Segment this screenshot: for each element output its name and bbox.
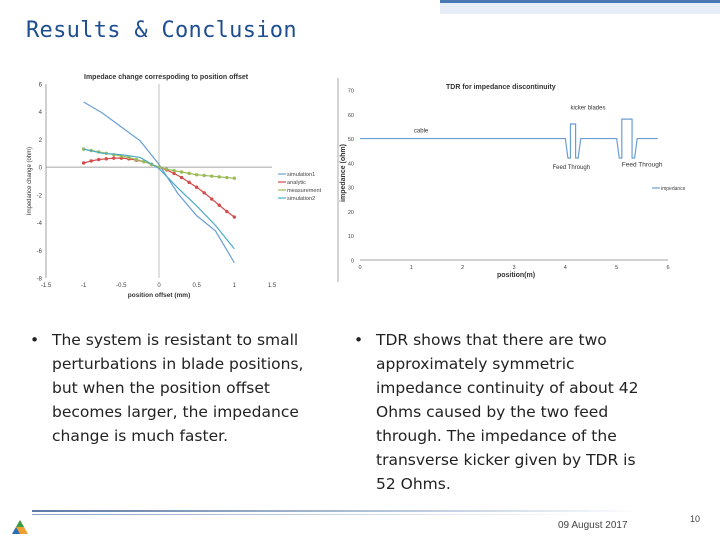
bullet-dot-icon: •: [354, 331, 364, 349]
series-point-measurement: [179, 170, 184, 174]
series-point-analytic: [202, 191, 206, 195]
series-point-measurement: [187, 171, 191, 176]
legend-entry: measurement: [287, 188, 322, 194]
y-tick-label: 4: [39, 110, 43, 116]
footer-divider-thin: [32, 514, 592, 515]
tdr-chart: TDR for impedance discontinuity 70 60 50 40 3…: [336, 78, 688, 282]
series-point-analytic: [194, 185, 199, 189]
chart-title: Impedace change correspoding to position…: [84, 74, 249, 81]
series-point-analytic: [89, 159, 93, 163]
footer-divider: [32, 510, 642, 512]
y-tick-label: 60: [348, 113, 354, 119]
series-point-measurement: [127, 155, 131, 160]
series-point-analytic: [225, 209, 229, 214]
x-tick-label: 3: [512, 265, 515, 271]
slide-top-bar: [440, 0, 720, 14]
series-point-measurement: [202, 173, 206, 178]
x-axis-label: position(m): [497, 272, 535, 279]
legend-entry: simulation1: [287, 172, 315, 178]
x-axis-label: position offset (mm): [128, 292, 190, 299]
x-tick-label: -1: [81, 283, 87, 289]
y-tick-label: 70: [348, 89, 354, 95]
y-tick-label: 30: [348, 186, 354, 192]
x-tick-label: 2: [461, 265, 464, 271]
triangle-logo-icon: [12, 520, 28, 534]
y-tick-label: 2: [39, 138, 43, 144]
x-tick-label: 0: [157, 283, 161, 289]
series-point-analytic: [97, 157, 101, 162]
annotation-feed-through-2: Feed Through: [622, 162, 663, 169]
y-tick-label: 50: [348, 137, 354, 143]
series-line-simulation1: [83, 101, 235, 264]
series-point-analytic: [217, 203, 221, 207]
series-line-simulation2: [83, 148, 235, 250]
y-tick-label: 0: [39, 166, 43, 172]
series-point-analytic: [232, 215, 237, 219]
bullet-text: The system is resistant to small perturb…: [52, 331, 304, 445]
x-tick-label: 0: [358, 265, 361, 271]
x-tick-label: 1: [410, 265, 413, 271]
y-tick-label: -2: [37, 193, 43, 199]
impedance-change-chart-svg: Impedace change correspoding to position…: [27, 74, 322, 299]
x-tick-label: -0.5: [116, 283, 127, 289]
chart-title: TDR for impedance discontinuity: [446, 84, 556, 91]
x-tick-label: -1.5: [41, 283, 52, 289]
series-point-analytic: [210, 197, 214, 201]
annotation-kicker-blades: kicker blades: [570, 105, 605, 111]
series-point-analytic: [81, 161, 86, 165]
legend-entry: impedance: [661, 186, 686, 192]
series-point-measurement: [225, 175, 229, 180]
x-tick-label: 4: [564, 265, 567, 271]
series-point-measurement: [164, 167, 169, 171]
annotation-cable: cable: [414, 129, 429, 135]
legend-entry: analytic: [287, 180, 306, 186]
series-point-analytic: [112, 156, 116, 160]
conclusion-bullet-2: • TDR shows that there are two approxima…: [354, 328, 654, 498]
y-tick-label: 20: [348, 210, 354, 216]
series-point-measurement: [194, 173, 199, 177]
footer-date: 09 August 2017: [558, 520, 628, 531]
y-tick-label: 6: [39, 83, 43, 89]
series-point-measurement: [232, 176, 237, 180]
series-point-analytic: [187, 180, 191, 185]
page-number: 10: [690, 514, 701, 524]
x-tick-label: 5: [615, 265, 618, 271]
y-axis-label: Impedance change (ohm): [27, 147, 33, 215]
series-point-measurement: [134, 157, 139, 162]
y-tick-label: -6: [37, 249, 43, 255]
slide-title: Results & Conclusion: [26, 18, 297, 43]
series-point-measurement: [217, 175, 221, 179]
x-tick-label: 1.5: [268, 283, 277, 289]
y-tick-label: -8: [37, 277, 43, 283]
series-point-measurement: [172, 168, 176, 173]
tdr-chart-svg: TDR for impedance discontinuity706050403…: [337, 78, 686, 282]
conclusion-bullet-1: • The system is resistant to small pertu…: [30, 328, 320, 458]
y-tick-label: 10: [348, 234, 354, 240]
x-tick-label: 6: [666, 265, 669, 271]
y-tick-label: -4: [37, 221, 43, 227]
series-point-analytic: [104, 157, 108, 161]
bullet-text: TDR shows that there are two approximate…: [376, 331, 639, 493]
series-point-measurement: [210, 174, 214, 178]
y-tick-label: 40: [348, 161, 354, 167]
series-point-analytic: [172, 171, 176, 176]
bullet-dot-icon: •: [30, 331, 40, 349]
impedance-change-chart: Impedace change correspoding to position…: [24, 70, 324, 302]
x-tick-label: 1: [233, 283, 237, 289]
x-tick-label: 0.5: [192, 283, 201, 289]
legend-entry: simulation2: [287, 196, 315, 202]
y-axis-label: impedance (ohm): [340, 144, 347, 202]
annotation-feed-through-1: Feed Through: [553, 165, 591, 171]
y-tick-label: 0: [351, 259, 354, 265]
series-point-analytic: [179, 175, 184, 180]
series-line-impedance: [360, 118, 658, 159]
